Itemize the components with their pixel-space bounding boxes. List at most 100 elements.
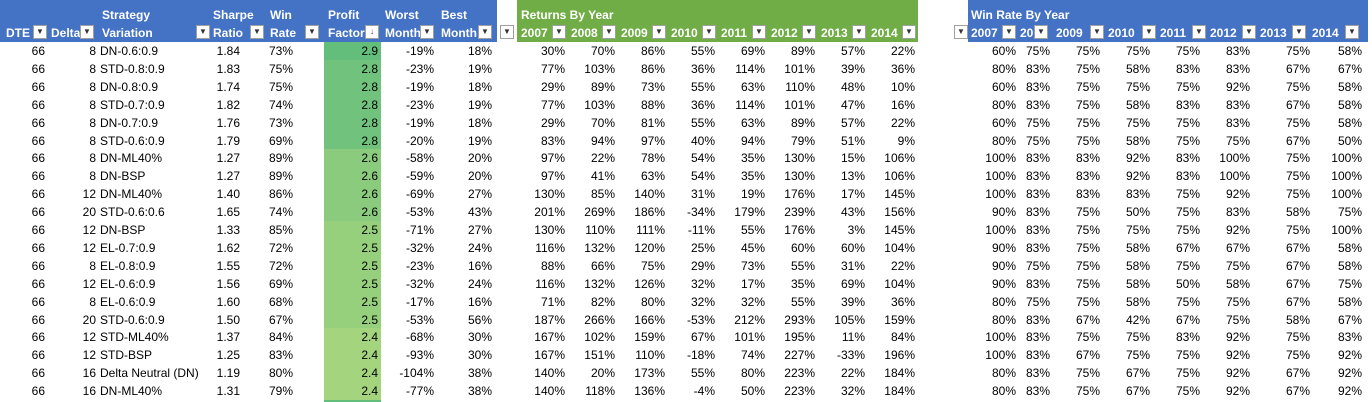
color-scale-cell bbox=[324, 310, 381, 329]
column-header: Rate bbox=[270, 26, 297, 40]
filter-button[interactable]: ▼ bbox=[478, 25, 492, 39]
cell: 75% bbox=[1175, 187, 1200, 202]
filter-button[interactable]: ▼ bbox=[954, 25, 968, 39]
filter-button[interactable]: ▼ bbox=[702, 25, 716, 39]
year-header: 2010 bbox=[1108, 26, 1135, 40]
cell: 35% bbox=[740, 151, 765, 166]
year-header: 2009 bbox=[1056, 26, 1083, 40]
cell: 92% bbox=[1125, 151, 1150, 166]
cell: 22% bbox=[890, 44, 915, 58]
cell: 66 bbox=[31, 115, 45, 130]
cell: 79% bbox=[268, 384, 293, 399]
filter-button[interactable]: ▼ bbox=[1142, 25, 1156, 39]
filter-button[interactable]: ▼ bbox=[80, 25, 94, 39]
cell: 1.62 bbox=[216, 240, 240, 255]
color-scale-cell bbox=[324, 167, 381, 186]
year-header: 2009 bbox=[621, 26, 648, 40]
cell: 77% bbox=[540, 97, 565, 112]
cell: 83% bbox=[1025, 79, 1050, 94]
cell: 100% bbox=[1331, 223, 1362, 237]
cell: 101% bbox=[734, 330, 765, 345]
filter-button[interactable]: ▼ bbox=[33, 25, 47, 39]
cell: 2.8 bbox=[361, 61, 378, 76]
cell: EL-0.8:0.9 bbox=[100, 258, 156, 273]
column-header: Month bbox=[441, 26, 477, 40]
filter-button[interactable]: ▼ bbox=[652, 25, 666, 39]
filter-button[interactable]: ▼ bbox=[1345, 25, 1359, 39]
filter-button[interactable]: ▼ bbox=[196, 25, 210, 39]
cell: 89% bbox=[268, 151, 293, 166]
cell: 83% bbox=[1025, 348, 1050, 363]
cell: -17% bbox=[405, 294, 434, 309]
filter-button[interactable]: ▼ bbox=[500, 25, 514, 39]
filter-button[interactable]: ▼ bbox=[1242, 25, 1256, 39]
cell: 48% bbox=[840, 79, 865, 94]
cell: 45% bbox=[740, 240, 765, 255]
cell: 266% bbox=[584, 312, 615, 327]
cell: 75% bbox=[1075, 330, 1100, 345]
cell: 58% bbox=[1337, 258, 1362, 273]
filter-button[interactable]: ▼ bbox=[1034, 25, 1048, 39]
cell: 201% bbox=[534, 205, 565, 220]
cell: 75% bbox=[1025, 133, 1050, 148]
cell: 1.50 bbox=[216, 312, 240, 327]
cell: -68% bbox=[405, 330, 434, 345]
cell: 67% bbox=[1337, 61, 1362, 76]
filter-button[interactable]: ▼ bbox=[902, 25, 916, 39]
filter-button[interactable]: ▼ bbox=[802, 25, 816, 39]
filter-button[interactable]: ▼ bbox=[250, 25, 264, 39]
filter-button[interactable]: ↓ bbox=[365, 25, 379, 39]
year-header: 2008 bbox=[571, 26, 598, 40]
cell: 69% bbox=[740, 44, 765, 58]
filter-button[interactable]: ▼ bbox=[1002, 25, 1016, 39]
cell: 12 bbox=[82, 330, 96, 345]
filter-button[interactable]: ▼ bbox=[602, 25, 616, 39]
cell: 78% bbox=[640, 151, 665, 166]
filter-button[interactable]: ▼ bbox=[1090, 25, 1104, 39]
cell: 75% bbox=[1285, 348, 1310, 363]
filter-button[interactable]: ▼ bbox=[552, 25, 566, 39]
cell: 83% bbox=[1175, 151, 1200, 166]
cell: 18% bbox=[467, 44, 492, 58]
column-header: DTE bbox=[6, 26, 30, 40]
cell: -93% bbox=[405, 348, 434, 363]
cell: 75% bbox=[1225, 294, 1250, 309]
color-scale-cell bbox=[324, 382, 381, 401]
cell: 75% bbox=[1175, 44, 1200, 58]
cell: 75% bbox=[1075, 223, 1100, 237]
cell: 75% bbox=[1285, 79, 1310, 94]
filter-button[interactable]: ▼ bbox=[752, 25, 766, 39]
cell: DN-BSP bbox=[100, 169, 146, 184]
filter-button[interactable]: ▼ bbox=[1292, 25, 1306, 39]
cell: 63% bbox=[640, 169, 665, 184]
cell: 15% bbox=[840, 151, 865, 166]
cell: 106% bbox=[884, 169, 915, 184]
cell: 101% bbox=[784, 97, 815, 112]
cell: 97% bbox=[540, 151, 565, 166]
filter-button[interactable]: ▼ bbox=[305, 25, 319, 39]
cell: 223% bbox=[784, 384, 815, 399]
cell: 58% bbox=[1337, 115, 1362, 130]
cell: 116% bbox=[535, 240, 565, 255]
filter-button[interactable]: ▼ bbox=[420, 25, 434, 39]
filter-button[interactable]: ▼ bbox=[1192, 25, 1206, 39]
cell: 66 bbox=[31, 97, 45, 112]
cell: 1.84 bbox=[216, 44, 240, 58]
filter-button[interactable]: ▼ bbox=[852, 25, 866, 39]
cell: 80% bbox=[991, 366, 1016, 381]
cell: 70% bbox=[590, 44, 615, 58]
cell: 84% bbox=[890, 330, 915, 345]
cell: 92% bbox=[1225, 384, 1250, 399]
cell: 75% bbox=[1075, 240, 1100, 255]
cell: 83% bbox=[1175, 169, 1200, 184]
cell: STD-0.6:0.9 bbox=[100, 133, 165, 148]
cell: 8 bbox=[89, 258, 96, 273]
cell: 60% bbox=[790, 240, 815, 255]
cell: 75% bbox=[1337, 205, 1362, 220]
color-scale-cell bbox=[324, 42, 381, 60]
cell: 106% bbox=[884, 151, 915, 166]
cell: 68% bbox=[268, 294, 293, 309]
cell: 75% bbox=[1285, 44, 1310, 58]
cell: 100% bbox=[985, 151, 1016, 166]
cell: 75% bbox=[1075, 384, 1100, 399]
